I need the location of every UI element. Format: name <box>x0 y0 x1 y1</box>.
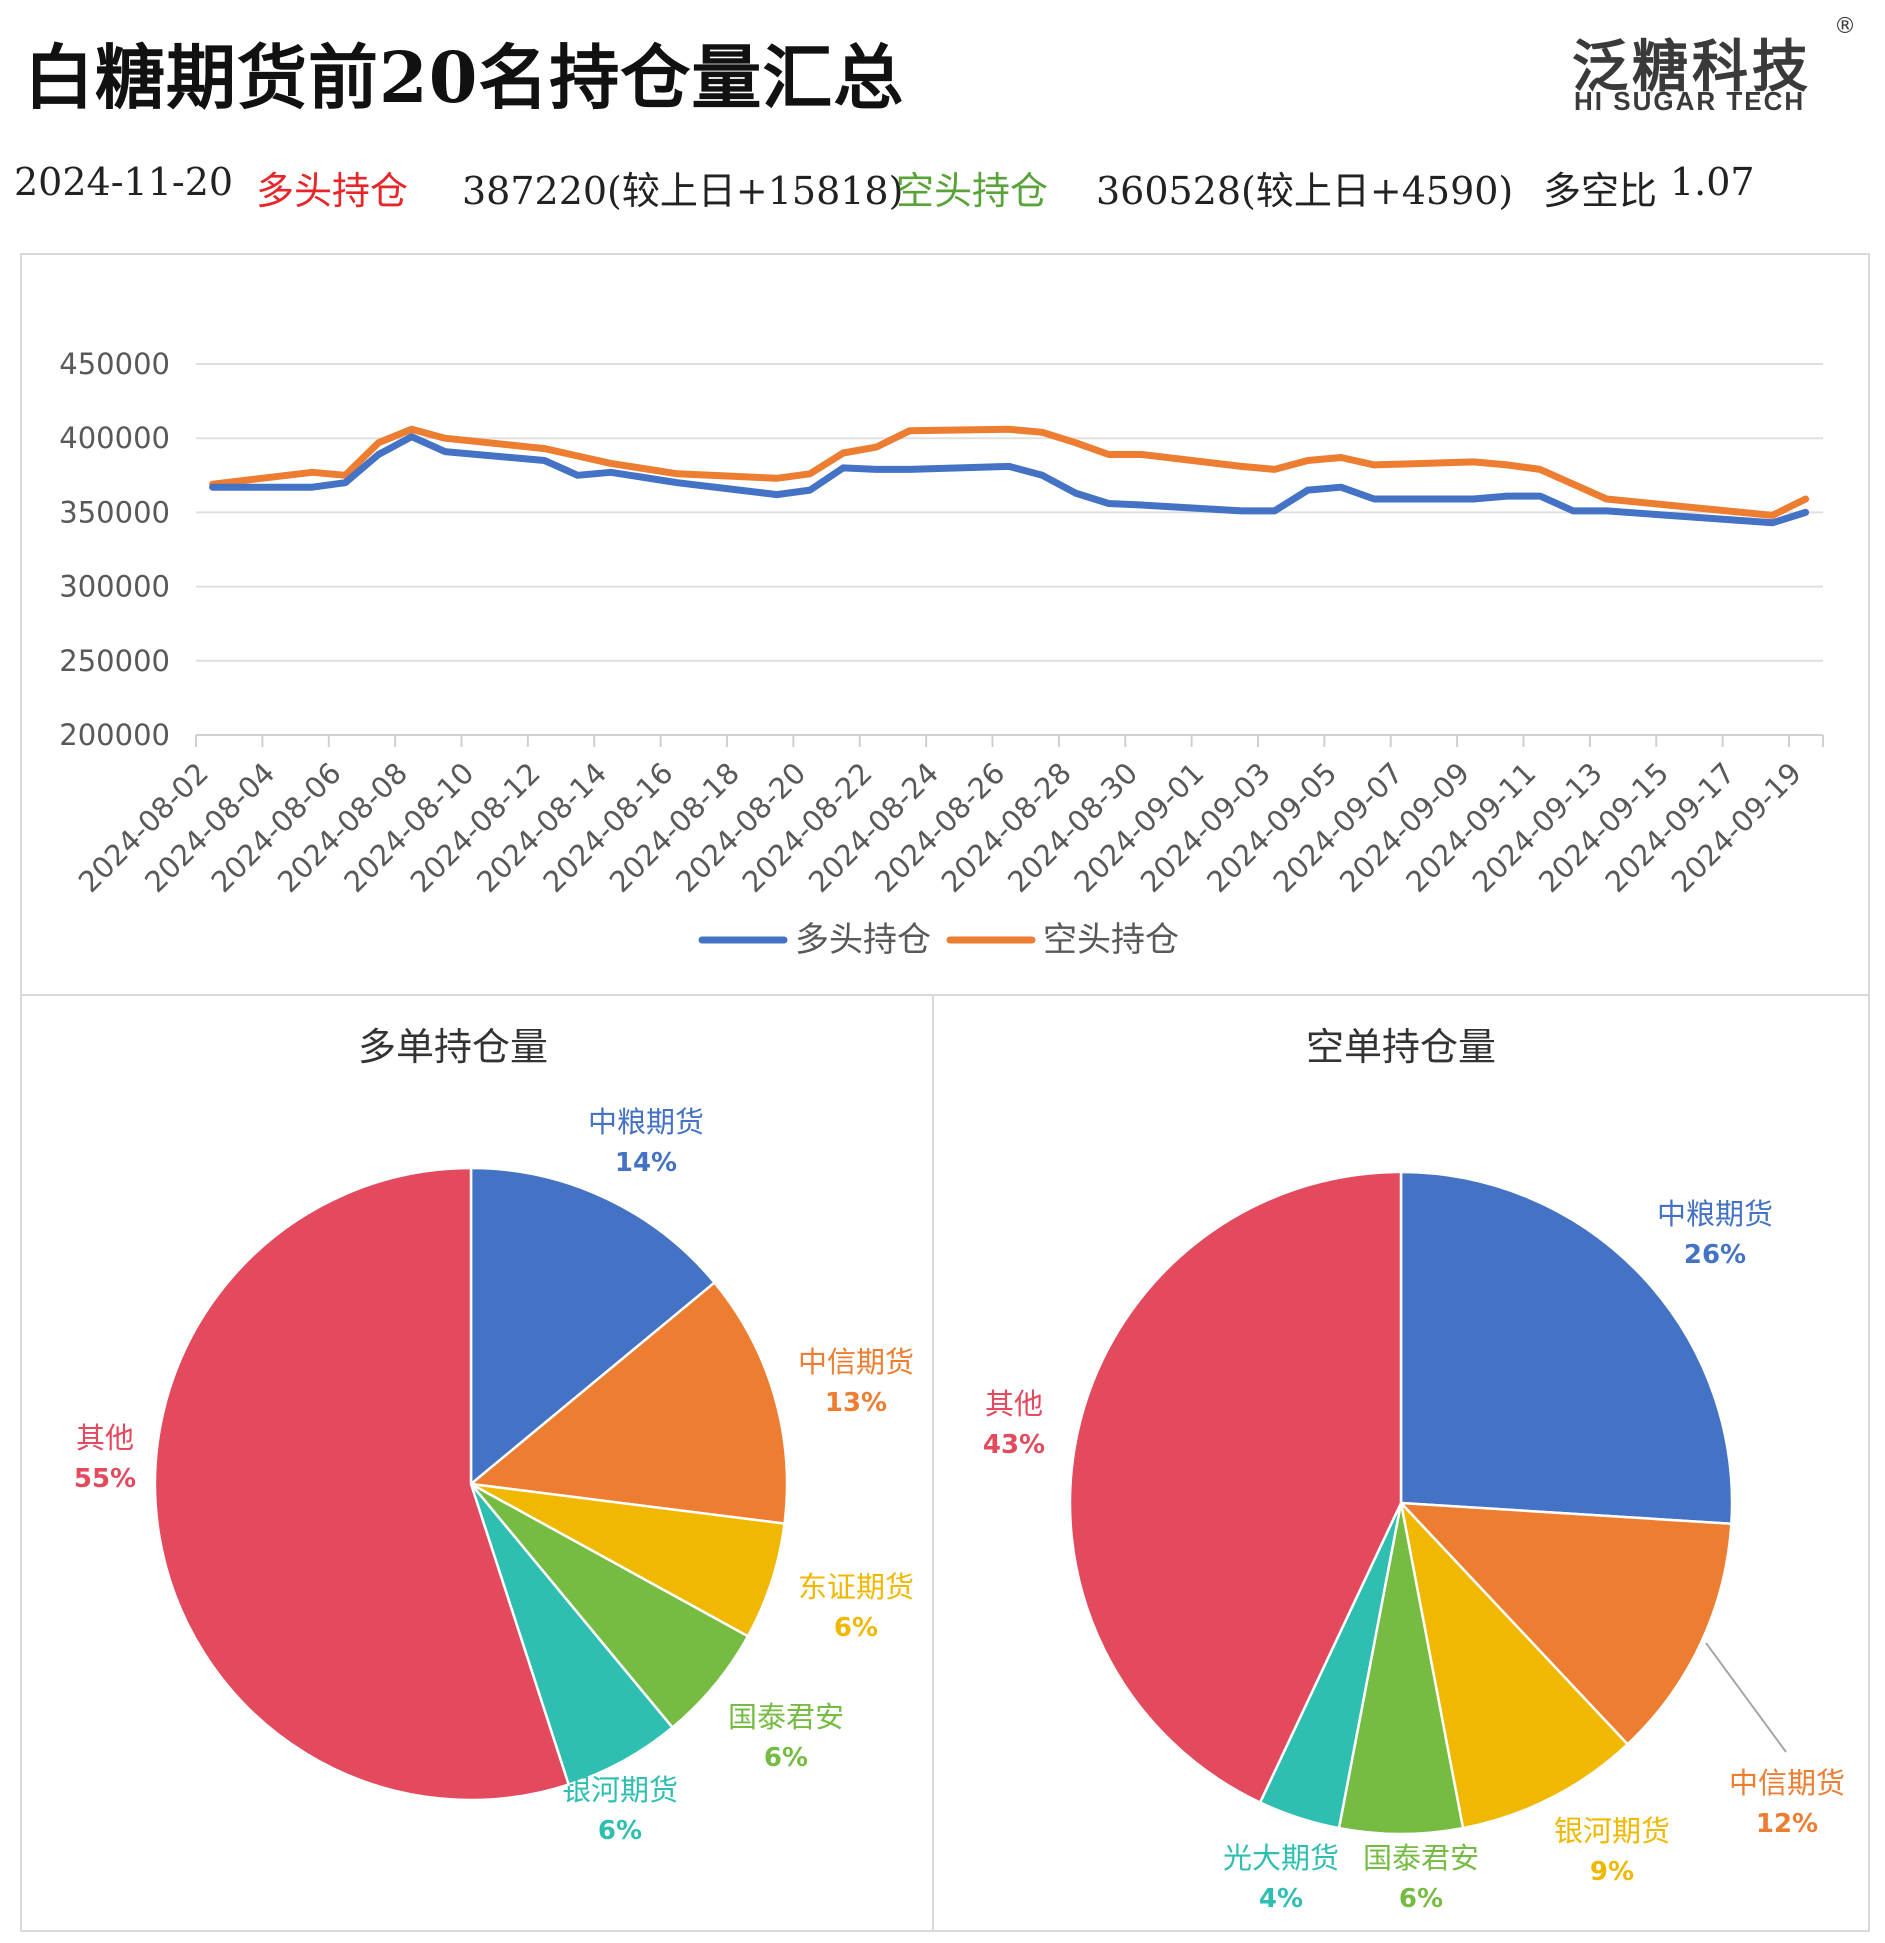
pie-slice <box>1397 1501 1733 1747</box>
y-tick-label: 300000 <box>59 570 170 604</box>
pie-slice <box>1398 1499 1630 1830</box>
pie-slice <box>1399 1170 1734 1526</box>
series-line-short <box>209 425 1810 519</box>
slice-percent: 43% <box>983 1430 1045 1460</box>
pie-slice <box>1068 1170 1403 1805</box>
slice-percent: 6% <box>764 1743 808 1773</box>
summary-date: 2024-11-20 <box>14 160 234 204</box>
y-tick-label: 200000 <box>59 718 170 752</box>
slice-label: 中粮期货 <box>1657 1197 1773 1231</box>
logo-en-text: HI SUGAR TECH <box>1574 86 1806 116</box>
slice-label: 国泰君安 <box>728 1700 844 1734</box>
y-tick-label: 400000 <box>59 421 170 455</box>
logo-cn-text: 泛糖科技 <box>1572 35 1812 100</box>
slice-percent: 6% <box>834 1613 878 1643</box>
ratio-label: 多空比 <box>1543 169 1658 213</box>
pie-slice <box>467 1280 789 1526</box>
long-value: 387220(较上日+15818) <box>462 169 904 213</box>
slice-label: 银河期货 <box>1554 1814 1670 1848</box>
short-value: 360528(较上日+4590) <box>1096 169 1514 213</box>
slice-percent: 26% <box>1684 1240 1746 1270</box>
slice-percent: 6% <box>1399 1884 1443 1914</box>
brand-logo: 泛糖科技 HI SUGAR TECH ® <box>1572 14 1856 117</box>
line-chart: 2000002500003000003500004000004500002024… <box>59 347 1824 899</box>
line-legend: 多头持仓 空头持仓 <box>698 920 1179 960</box>
pie-title-long: 多单持仓量 <box>358 1025 548 1069</box>
slice-percent: 14% <box>615 1148 677 1178</box>
long-label: 多头持仓 <box>256 169 409 213</box>
leader-line <box>1705 1642 1787 1753</box>
pie-slice <box>469 1166 717 1487</box>
ratio-value: 1.07 <box>1670 160 1755 204</box>
pie-slice <box>1337 1502 1465 1836</box>
pie-slice <box>469 1483 675 1787</box>
slice-percent: 9% <box>1590 1857 1634 1887</box>
slice-label: 中信期货 <box>798 1345 914 1379</box>
y-tick-label: 350000 <box>59 495 170 529</box>
slice-label: 其他 <box>985 1387 1043 1421</box>
pie-slice <box>470 1482 750 1730</box>
slice-label: 中信期货 <box>1729 1766 1845 1800</box>
y-tick-label: 450000 <box>59 347 170 381</box>
slice-label: 国泰君安 <box>1363 1841 1479 1875</box>
slice-label: 光大期货 <box>1223 1841 1339 1875</box>
legend-label-short: 空头持仓 <box>1043 920 1179 960</box>
pie-title-short: 空单持仓量 <box>1306 1025 1496 1069</box>
slice-label: 银河期货 <box>562 1773 678 1807</box>
slice-percent: 55% <box>74 1464 136 1494</box>
slice-percent: 6% <box>598 1816 642 1846</box>
series-line-long <box>209 433 1810 527</box>
pie-short: 中粮期货 26% 中信期货 12% 银河期货 9% 国泰君安 6% 光大期货 4% 其他 43% <box>983 1170 1845 1914</box>
y-tick-label: 250000 <box>59 644 170 678</box>
slice-label: 其他 <box>76 1421 134 1455</box>
page-title: 白糖期货前20名持仓量汇总 <box>24 36 905 119</box>
short-label: 空头持仓 <box>896 169 1049 213</box>
pie-slice <box>153 1166 571 1802</box>
registered-mark: ® <box>1834 14 1856 39</box>
slice-percent: 12% <box>1756 1809 1818 1839</box>
slice-label: 中粮期货 <box>588 1105 704 1139</box>
chart-frame <box>20 253 1870 1932</box>
slice-percent: 4% <box>1259 1884 1303 1914</box>
pie-slice <box>470 1482 786 1638</box>
legend-label-long: 多头持仓 <box>795 920 931 960</box>
slice-label: 东证期货 <box>798 1570 914 1604</box>
pie-long: 中粮期货 14% 中信期货 13% 东证期货 6% 国泰君安 6% 银河期货 6% 其他 55% <box>74 1105 914 1846</box>
slice-percent: 13% <box>825 1388 887 1418</box>
